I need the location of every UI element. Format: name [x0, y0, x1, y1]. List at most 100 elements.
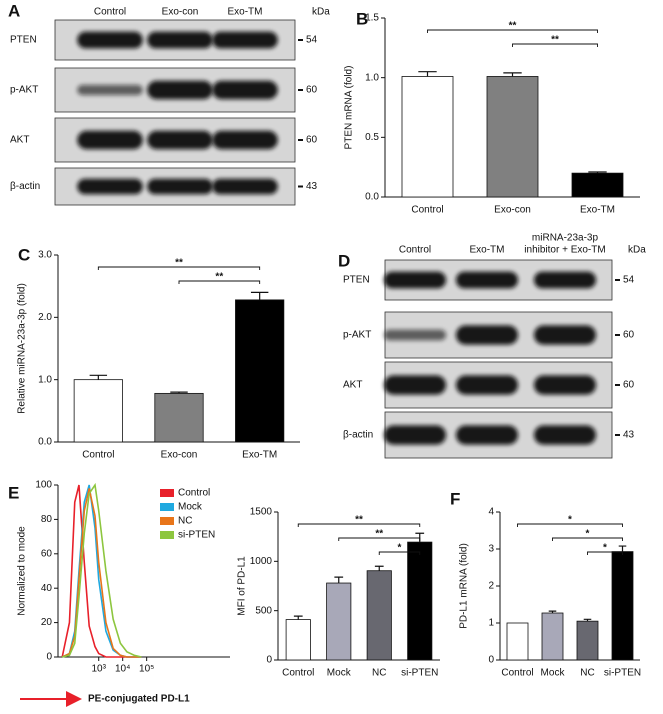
- bar: [486, 76, 539, 198]
- y-tick-label: 2: [488, 581, 494, 592]
- error-bar: [548, 610, 557, 614]
- blot-band: [383, 271, 447, 289]
- y-tick-label: 40: [41, 583, 53, 594]
- blot-band: [383, 375, 447, 395]
- blot-band: [77, 31, 143, 49]
- x-tick-label: Control: [411, 205, 443, 216]
- panel-letter: B: [356, 9, 368, 28]
- x-tick-label: NC: [580, 668, 594, 679]
- error-bar: [618, 545, 627, 552]
- x-tick-label: Exo-con: [161, 450, 198, 461]
- y-tick-label: 80: [41, 514, 53, 525]
- blot-band: [212, 130, 278, 150]
- blot-band: [533, 425, 597, 445]
- y-tick-label: 1.5: [365, 13, 379, 24]
- bar: [506, 622, 529, 661]
- lane-label: miRNA-23a-3p: [532, 233, 599, 244]
- significance-bracket: [512, 43, 598, 47]
- y-tick-label: 0: [266, 655, 272, 666]
- kda-value: 43: [623, 430, 635, 441]
- x-tick-label: Control: [282, 668, 314, 679]
- significance-label: **: [355, 515, 363, 526]
- protein-label: PTEN: [343, 275, 370, 286]
- blot-band: [455, 271, 519, 289]
- x-tick-label: 10³: [91, 664, 106, 675]
- bar: [571, 172, 624, 198]
- bar: [611, 551, 634, 661]
- blot-band: [212, 31, 278, 49]
- legend-label: Control: [178, 488, 210, 499]
- blot-band: [212, 178, 278, 195]
- protein-label: β-actin: [343, 430, 373, 441]
- kda-value: 43: [306, 181, 318, 192]
- legend-swatch: [160, 489, 174, 497]
- significance-bracket: [552, 537, 623, 541]
- blot-band: [383, 329, 447, 341]
- y-tick-label: 20: [41, 617, 53, 628]
- significance-bracket: [517, 523, 623, 527]
- bar: [235, 299, 285, 443]
- protein-label: PTEN: [10, 35, 37, 46]
- y-tick-label: 2.0: [38, 312, 52, 323]
- x-tick-label: Mock: [541, 668, 566, 679]
- lane-label: Exo-TM: [470, 245, 505, 256]
- lane-label: Control: [94, 7, 126, 18]
- blot-band: [455, 325, 519, 345]
- y-tick-label: 0: [46, 652, 52, 663]
- y-axis-label: Relative miRNA-23a-3p (fold): [17, 283, 28, 414]
- x-tick-label: 10⁵: [139, 664, 154, 675]
- blot-band: [77, 84, 143, 96]
- error-bar: [583, 618, 592, 622]
- y-axis-label: MFI of PD-L1: [237, 556, 248, 616]
- panel-letter: C: [18, 245, 30, 264]
- significance-label: **: [509, 21, 517, 32]
- blot-band: [533, 375, 597, 395]
- protein-label: AKT: [343, 380, 362, 391]
- y-tick-label: 1.0: [38, 374, 52, 385]
- protein-label: p-AKT: [343, 330, 371, 341]
- x-tick-label: si-PTEN: [604, 668, 641, 679]
- y-tick-label: 1500: [250, 507, 273, 518]
- significance-bracket: [338, 537, 421, 541]
- significance-bracket: [297, 523, 421, 527]
- kda-value: 60: [306, 135, 318, 146]
- significance-label: **: [175, 258, 183, 269]
- bar: [366, 570, 392, 661]
- x-axis-label: PE-conjugated PD-L1: [88, 694, 190, 705]
- y-tick-label: 60: [41, 548, 53, 559]
- y-tick-label: 3: [488, 544, 494, 555]
- y-tick-label: 0: [488, 655, 494, 666]
- x-tick-label: Control: [501, 668, 533, 679]
- y-tick-label: 1.0: [365, 72, 379, 83]
- error-bar: [418, 71, 437, 77]
- y-tick-label: 1000: [250, 556, 273, 567]
- bar: [407, 541, 433, 661]
- protein-label: p-AKT: [10, 85, 38, 96]
- blot-band: [455, 375, 519, 395]
- error-bar: [250, 291, 269, 300]
- blot-band: [147, 178, 213, 195]
- lane-label: Exo-TM: [228, 7, 263, 18]
- x-tick-label: Mock: [327, 668, 352, 679]
- panel-letter: F: [450, 489, 460, 508]
- significance-bracket: [378, 551, 421, 555]
- legend-swatch: [160, 517, 174, 525]
- error-bar: [334, 576, 344, 584]
- y-tick-label: 500: [255, 605, 272, 616]
- y-tick-label: 1: [488, 618, 494, 629]
- kda-value: 60: [623, 330, 635, 341]
- x-tick-label: Exo-TM: [580, 205, 615, 216]
- legend-swatch: [160, 531, 174, 539]
- protein-label: β-actin: [10, 181, 40, 192]
- significance-label: **: [375, 529, 383, 540]
- kda-value: 54: [623, 275, 635, 286]
- blot-band: [147, 31, 213, 49]
- y-axis-label: Normalized to mode: [17, 526, 28, 616]
- bar: [326, 582, 352, 661]
- y-axis-label: PTEN mRNA (fold): [344, 66, 355, 150]
- lane-label: Exo-con: [162, 7, 199, 18]
- x-tick-label: Exo-TM: [242, 450, 277, 461]
- significance-bracket: [427, 29, 598, 33]
- significance-label: *: [568, 515, 572, 526]
